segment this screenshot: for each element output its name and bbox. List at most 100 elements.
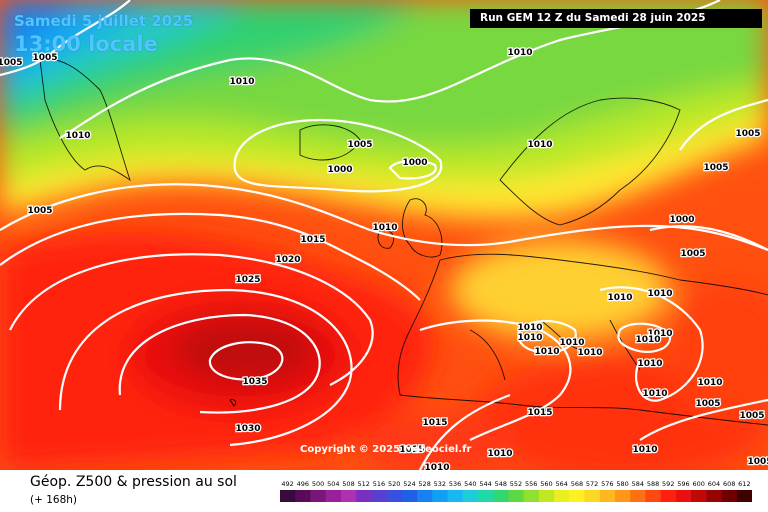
legend-swatch [706,490,723,502]
legend-swatch [508,490,525,502]
legend-swatch [660,490,677,502]
legend-swatch [310,490,327,502]
pressure-label: 1015 [527,408,552,418]
forecast-time: 13:00 locale [14,32,158,56]
legend-tick-label: 576 [601,480,613,488]
legend-tick-label: 532 [434,480,446,488]
legend-swatch [386,490,403,502]
legend-tick-label: 504 [327,480,339,488]
pressure-label: 1005 [680,249,705,259]
legend-tick-label: 512 [358,480,370,488]
legend-tick-label: 592 [662,480,674,488]
legend-swatch [477,490,494,502]
pressure-label: 1020 [275,255,300,265]
legend-swatch [569,490,586,502]
pressure-label: 1010 [424,463,449,470]
pressure-label: 1005 [32,53,57,63]
legend-swatch [325,490,342,502]
legend-swatch [280,490,296,502]
legend-swatch [295,490,311,502]
legend-swatch [721,490,738,502]
pressure-label: 1015 [399,445,424,455]
pressure-labels: 1005 100510101010101010051000100010101005… [0,47,768,470]
pressure-label: 1010 [487,449,512,459]
pressure-label: 1010 [559,338,584,348]
pressure-label: 1010 [372,223,397,233]
pressure-label: 1005 [735,129,760,139]
legend-swatch [432,490,448,502]
legend-tick-label: 492 [281,480,293,488]
legend-tick-label: 508 [342,480,354,488]
legend-tick-label: 588 [647,480,659,488]
pressure-label: 1000 [669,215,694,225]
pressure-label: 1005 [747,457,768,467]
legend-tick-label: 604 [708,480,720,488]
legend-swatch [630,490,646,502]
legend-swatch [538,490,555,502]
legend-swatch [447,490,464,502]
chart-title: Géop. Z500 & pression au sol [30,474,237,490]
legend-tick-label: 596 [677,480,689,488]
pressure-label: 1010 [647,329,672,339]
legend-swatch [645,490,662,502]
legend-tick-label: 556 [525,480,537,488]
legend-tick-label: 500 [312,480,324,488]
pressure-label: 1010 [517,333,542,343]
legend-tick-label: 608 [723,480,735,488]
legend-swatch [554,490,570,502]
legend-swatch [614,490,631,502]
legend-tick-label: 552 [510,480,522,488]
legend-tick-label: 600 [692,480,704,488]
isobars [0,0,768,470]
legend-swatch [599,490,616,502]
legend-swatch [462,490,479,502]
legend-swatch [736,490,752,502]
legend-tick-label: 612 [738,480,750,488]
pressure-label: 1035 [242,377,267,387]
pressure-label: 1010 [697,378,722,388]
legend-tick-label: 528 [418,480,430,488]
legend-tick-label: 540 [464,480,476,488]
pressure-label: 1005 [27,206,52,216]
pressure-label: 1025 [235,275,260,285]
legend-swatch [417,490,433,502]
pressure-label: 1015 [422,418,447,428]
copyright: Copyright © 2025 Meteociel.fr [300,444,472,455]
legend-tick-label: 564 [555,480,567,488]
legend-tick-label: 520 [388,480,400,488]
pressure-label: 1010 [632,445,657,455]
pressure-label: 1010 [577,348,602,358]
legend-tick-label: 580 [616,480,628,488]
forecast-map: 1005 100510101010101010051000100010101005… [0,0,768,470]
legend-tick-label: 584 [632,480,644,488]
coastlines [39,58,768,426]
legend-tick-label: 544 [479,480,491,488]
pressure-label: 1000 [402,158,427,168]
pressure-label: 1015 [300,235,325,245]
legend-swatch [340,490,357,502]
pressure-label: 1010 [65,131,90,141]
pressure-label: 1005 [347,140,372,150]
pressure-label: 1000 [327,165,352,175]
pressure-label: 1010 [229,77,254,87]
pressure-label: 1030 [235,424,260,434]
legend-swatch [584,490,601,502]
legend-swatch [493,490,509,502]
pressure-label: 1010 [607,293,632,303]
legend-swatch [523,490,540,502]
run-info-box: Run GEM 12 Z du Samedi 28 juin 2025 [470,9,762,28]
pressure-label: 1010 [637,359,662,369]
legend-tick-label: 496 [297,480,309,488]
legend-swatch [371,490,388,502]
legend-tick-label: 516 [373,480,385,488]
legend-tick-label: 548 [495,480,507,488]
color-legend: 492 496 500 504 508 512 516 520 524 528 532 536 540 5… [280,480,752,502]
legend-swatch [675,490,692,502]
pressure-label: 1010 [647,289,672,299]
legend-swatch [691,490,707,502]
legend-tick-label: 560 [540,480,552,488]
pressure-label: 1010 [507,48,532,58]
legend-swatch [401,490,418,502]
legend-tick-label: 568 [571,480,583,488]
